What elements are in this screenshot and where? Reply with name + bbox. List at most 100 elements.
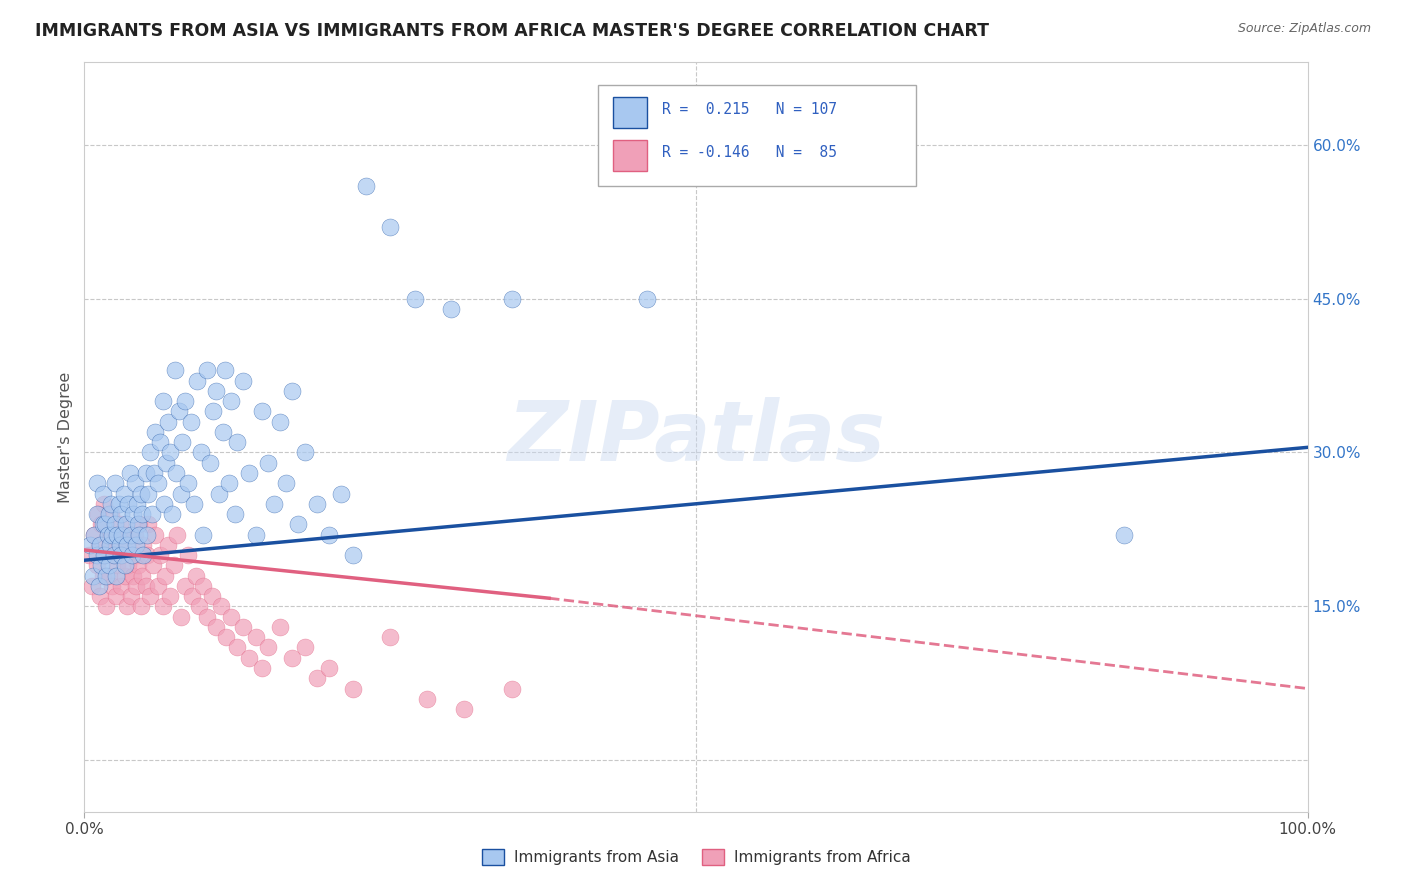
- Point: [257, 456, 280, 470]
- Point: [112, 527, 135, 541]
- Point: [97, 527, 120, 541]
- Point: [115, 599, 138, 614]
- Point: [257, 640, 280, 655]
- Point: [281, 384, 304, 398]
- Text: R = -0.146   N =  85: R = -0.146 N = 85: [662, 145, 837, 160]
- Point: [172, 435, 194, 450]
- Point: [121, 548, 143, 562]
- Point: [108, 538, 131, 552]
- Point: [305, 497, 328, 511]
- Point: [125, 579, 148, 593]
- Point: [208, 486, 231, 500]
- Point: [89, 538, 111, 552]
- Point: [107, 538, 129, 552]
- FancyBboxPatch shape: [613, 140, 647, 171]
- Point: [305, 671, 328, 685]
- Point: [342, 548, 364, 562]
- Point: [250, 404, 273, 418]
- Point: [440, 301, 463, 316]
- Point: [162, 507, 184, 521]
- Point: [104, 476, 127, 491]
- Point: [152, 394, 174, 409]
- Point: [98, 538, 121, 552]
- Point: [146, 476, 169, 491]
- Point: [87, 507, 110, 521]
- Point: [269, 620, 291, 634]
- Point: [245, 630, 267, 644]
- Point: [132, 538, 155, 552]
- Point: [91, 568, 114, 582]
- Point: [215, 630, 238, 644]
- Point: [205, 620, 228, 634]
- Point: [143, 466, 166, 480]
- Point: [100, 507, 122, 521]
- Point: [80, 579, 103, 593]
- Point: [453, 702, 475, 716]
- Point: [181, 589, 204, 603]
- Point: [276, 476, 298, 491]
- Point: [110, 548, 132, 562]
- Point: [105, 589, 128, 603]
- Point: [89, 589, 111, 603]
- Point: [86, 476, 108, 491]
- Point: [110, 579, 132, 593]
- Point: [83, 527, 105, 541]
- Point: [86, 558, 108, 573]
- Point: [152, 599, 174, 614]
- Point: [104, 527, 127, 541]
- Point: [318, 661, 340, 675]
- Point: [101, 527, 124, 541]
- Point: [404, 292, 426, 306]
- Point: [200, 589, 222, 603]
- Point: [173, 394, 195, 409]
- Point: [120, 589, 142, 603]
- Point: [269, 415, 291, 429]
- Point: [294, 640, 316, 655]
- Point: [135, 527, 157, 541]
- Point: [139, 445, 162, 459]
- Point: [129, 486, 152, 500]
- Point: [218, 476, 240, 491]
- Point: [155, 456, 177, 470]
- Point: [263, 497, 285, 511]
- Point: [121, 548, 143, 562]
- Point: [124, 476, 146, 491]
- Point: [128, 517, 150, 532]
- Point: [318, 527, 340, 541]
- Point: [183, 497, 205, 511]
- Point: [112, 486, 135, 500]
- Point: [96, 599, 118, 614]
- FancyBboxPatch shape: [613, 97, 647, 128]
- Point: [232, 620, 254, 634]
- Point: [170, 609, 193, 624]
- Text: R =  0.215   N = 107: R = 0.215 N = 107: [662, 103, 837, 117]
- Point: [90, 558, 112, 573]
- Point: [82, 568, 104, 582]
- Point: [136, 486, 159, 500]
- Point: [226, 435, 249, 450]
- Point: [166, 527, 188, 541]
- Point: [108, 517, 131, 532]
- Point: [156, 415, 179, 429]
- Point: [111, 548, 134, 562]
- Point: [115, 517, 138, 532]
- Point: [224, 507, 246, 521]
- Point: [115, 538, 138, 552]
- Y-axis label: Master's Degree: Master's Degree: [58, 371, 73, 503]
- Point: [105, 558, 128, 573]
- Point: [132, 548, 155, 562]
- Point: [219, 394, 242, 409]
- Point: [502, 681, 524, 696]
- Point: [163, 558, 186, 573]
- Point: [195, 609, 218, 624]
- Point: [77, 548, 100, 562]
- Point: [250, 661, 273, 675]
- Text: ZIPatlas: ZIPatlas: [508, 397, 884, 477]
- FancyBboxPatch shape: [598, 85, 917, 186]
- Legend: Immigrants from Asia, Immigrants from Africa: Immigrants from Asia, Immigrants from Af…: [475, 843, 917, 871]
- Point: [136, 517, 159, 532]
- Point: [180, 415, 202, 429]
- Point: [214, 363, 236, 377]
- Point: [97, 507, 120, 521]
- Point: [209, 599, 232, 614]
